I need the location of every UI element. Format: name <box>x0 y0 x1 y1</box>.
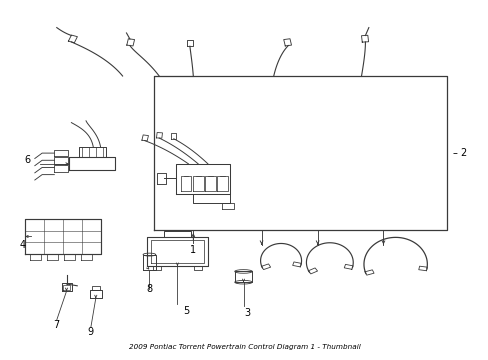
Text: 6: 6 <box>24 155 31 165</box>
Text: 2009 Pontiac Torrent Powertrain Control Diagram 1 - Thumbnail: 2009 Pontiac Torrent Powertrain Control … <box>128 344 360 350</box>
Text: 1: 1 <box>190 245 196 255</box>
Text: 5: 5 <box>183 306 189 316</box>
Text: 9: 9 <box>88 327 94 337</box>
Text: – 2: – 2 <box>452 148 467 158</box>
Text: 7: 7 <box>54 320 60 330</box>
Text: 8: 8 <box>146 284 152 294</box>
Text: 4: 4 <box>20 239 26 249</box>
Text: 3: 3 <box>244 308 249 318</box>
